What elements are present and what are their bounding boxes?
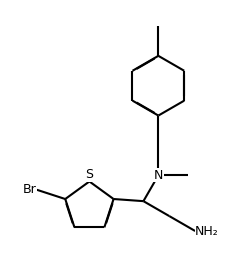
Text: NH₂: NH₂ xyxy=(194,225,218,237)
Text: Br: Br xyxy=(23,183,37,196)
Text: N: N xyxy=(153,169,162,182)
Text: S: S xyxy=(85,169,93,181)
